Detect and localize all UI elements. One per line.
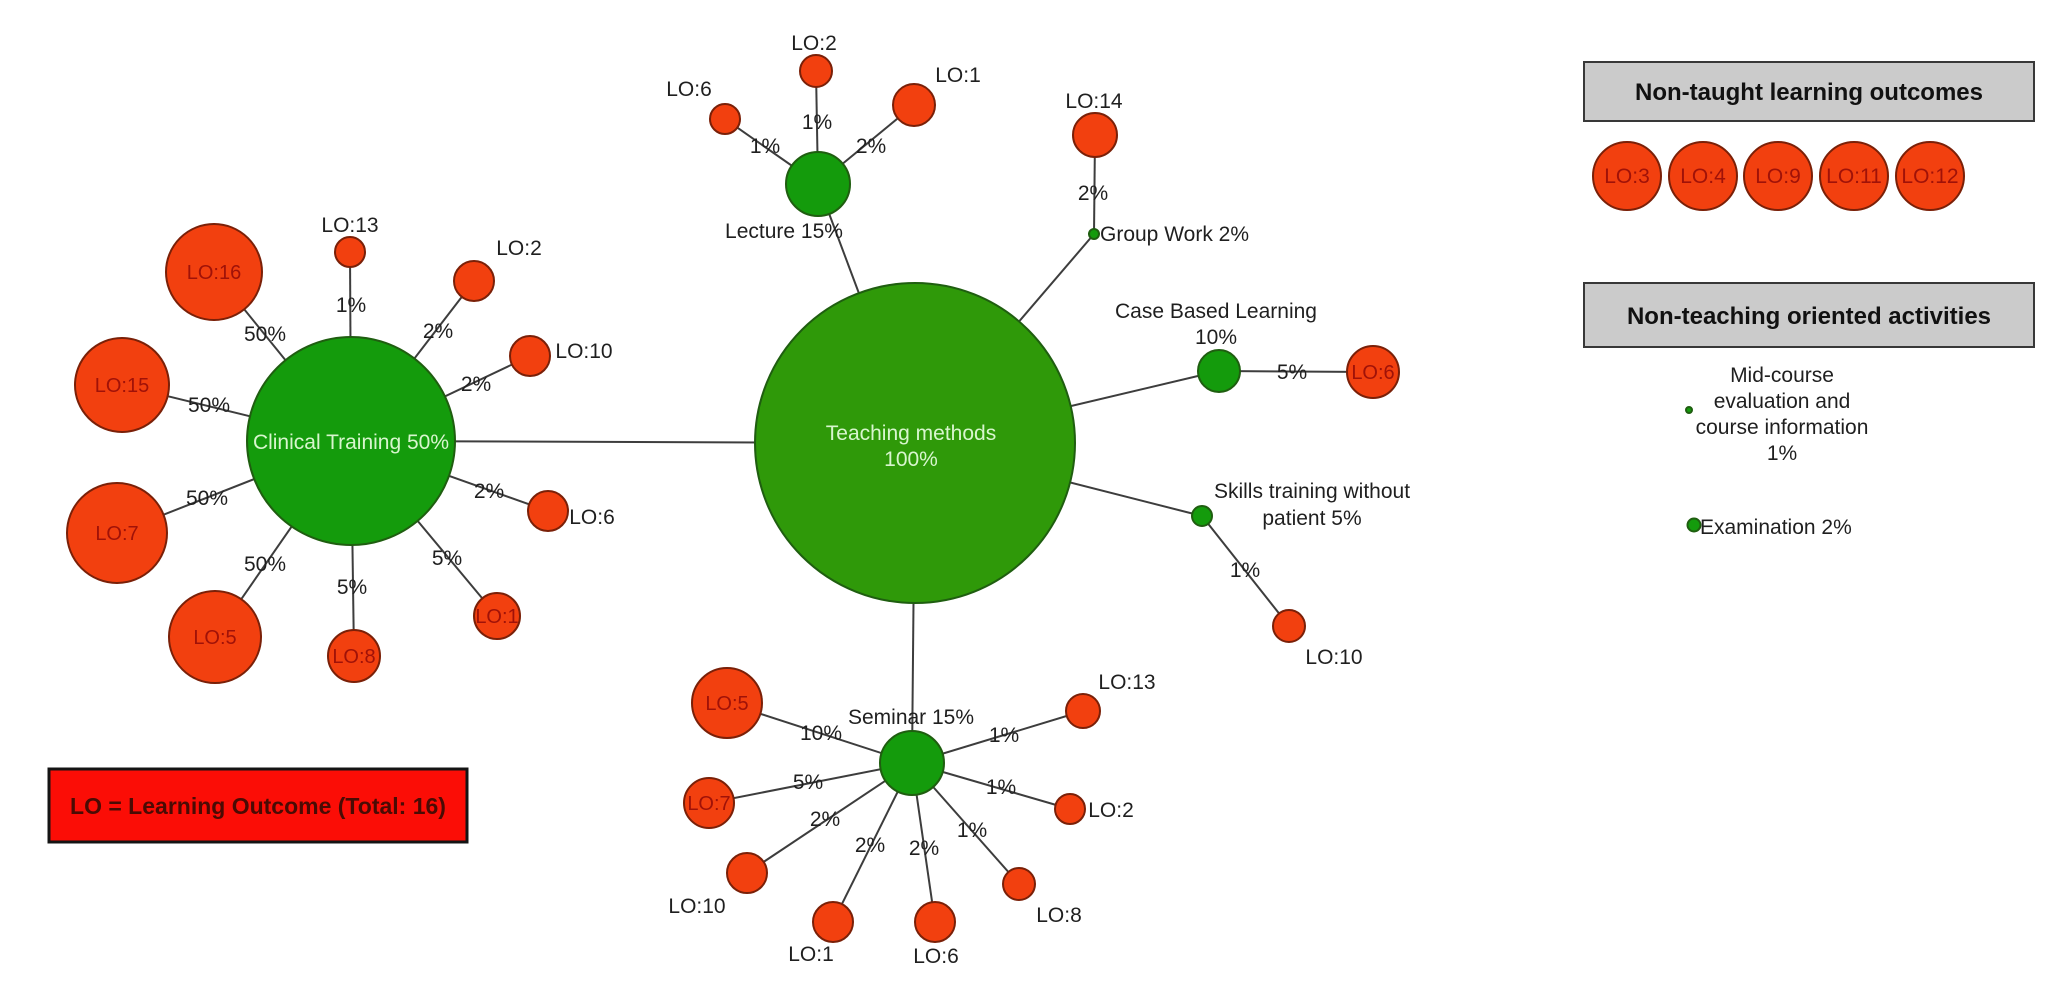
svg-text:2%: 2%: [423, 320, 453, 343]
svg-text:50%: 50%: [188, 394, 230, 417]
svg-text:LO:5: LO:5: [193, 627, 236, 649]
svg-text:5%: 5%: [1277, 361, 1307, 384]
svg-text:patient 5%: patient 5%: [1262, 507, 1361, 530]
svg-text:1%: 1%: [957, 819, 987, 842]
svg-text:2%: 2%: [1078, 182, 1108, 205]
svg-text:5%: 5%: [432, 547, 462, 570]
svg-text:50%: 50%: [186, 487, 228, 510]
svg-text:2%: 2%: [909, 837, 939, 860]
svg-text:100%: 100%: [884, 448, 938, 471]
svg-text:LO:2: LO:2: [496, 237, 542, 260]
svg-text:LO:6: LO:6: [666, 78, 712, 101]
svg-text:LO:10: LO:10: [555, 340, 612, 363]
svg-text:evaluation and: evaluation and: [1714, 390, 1851, 413]
svg-text:Teaching methods: Teaching methods: [826, 422, 996, 445]
svg-text:LO:2: LO:2: [791, 32, 837, 55]
svg-text:50%: 50%: [244, 553, 286, 576]
svg-text:LO:1: LO:1: [935, 64, 981, 87]
svg-text:LO:12: LO:12: [1901, 165, 1958, 188]
svg-text:2%: 2%: [474, 480, 504, 503]
svg-text:LO:8: LO:8: [332, 646, 375, 668]
svg-text:Non-taught learning outcomes: Non-taught learning outcomes: [1635, 79, 1983, 106]
svg-text:1%: 1%: [750, 135, 780, 158]
svg-text:LO:13: LO:13: [321, 214, 378, 237]
svg-text:50%: 50%: [244, 323, 286, 346]
svg-text:2%: 2%: [855, 834, 885, 857]
svg-text:LO:15: LO:15: [95, 375, 149, 397]
svg-text:10%: 10%: [800, 722, 842, 745]
svg-text:LO:4: LO:4: [1680, 165, 1726, 188]
svg-text:1%: 1%: [986, 776, 1016, 799]
svg-text:LO = Learning Outcome (Total:: LO = Learning Outcome (Total: 16): [70, 793, 446, 819]
svg-text:Lecture 15%: Lecture 15%: [725, 220, 843, 243]
svg-text:1%: 1%: [802, 111, 832, 134]
svg-text:LO:5: LO:5: [705, 693, 748, 715]
svg-text:LO:7: LO:7: [687, 793, 730, 815]
svg-text:LO:11: LO:11: [1826, 165, 1882, 188]
svg-text:Examination 2%: Examination 2%: [1700, 516, 1852, 539]
svg-text:LO:1: LO:1: [788, 943, 834, 966]
svg-text:Case Based Learning: Case Based Learning: [1115, 300, 1317, 323]
svg-text:1%: 1%: [1230, 559, 1260, 582]
svg-text:LO:6: LO:6: [913, 945, 959, 968]
svg-text:LO:2: LO:2: [1088, 799, 1134, 822]
svg-text:LO:8: LO:8: [1036, 904, 1082, 927]
svg-text:LO:14: LO:14: [1065, 90, 1123, 113]
svg-text:2%: 2%: [856, 135, 886, 158]
svg-text:LO:10: LO:10: [668, 895, 725, 918]
svg-text:1%: 1%: [989, 724, 1019, 747]
svg-text:Clinical Training 50%: Clinical Training 50%: [253, 431, 449, 454]
svg-text:10%: 10%: [1195, 326, 1237, 349]
svg-text:LO:16: LO:16: [187, 262, 241, 284]
svg-text:LO:7: LO:7: [95, 523, 138, 545]
svg-text:1%: 1%: [336, 294, 366, 317]
svg-text:LO:1: LO:1: [475, 606, 518, 628]
svg-text:Group Work 2%: Group Work 2%: [1100, 223, 1249, 246]
svg-text:LO:6: LO:6: [1351, 362, 1394, 384]
svg-text:5%: 5%: [337, 576, 367, 599]
svg-text:Non-teaching oriented activiti: Non-teaching oriented activities: [1627, 303, 1991, 330]
svg-text:LO:9: LO:9: [1755, 165, 1801, 188]
svg-text:LO:13: LO:13: [1098, 671, 1155, 694]
svg-text:LO:6: LO:6: [569, 506, 615, 529]
svg-text:2%: 2%: [461, 373, 491, 396]
svg-text:Mid-course: Mid-course: [1730, 364, 1834, 387]
svg-text:course information: course information: [1696, 416, 1869, 439]
svg-text:LO:3: LO:3: [1604, 165, 1650, 188]
svg-text:Seminar 15%: Seminar 15%: [848, 706, 974, 729]
svg-text:1%: 1%: [1767, 442, 1797, 465]
svg-text:LO:10: LO:10: [1305, 646, 1362, 669]
svg-text:Skills training without: Skills training without: [1214, 480, 1410, 503]
svg-text:2%: 2%: [810, 808, 840, 831]
svg-text:5%: 5%: [793, 771, 823, 794]
